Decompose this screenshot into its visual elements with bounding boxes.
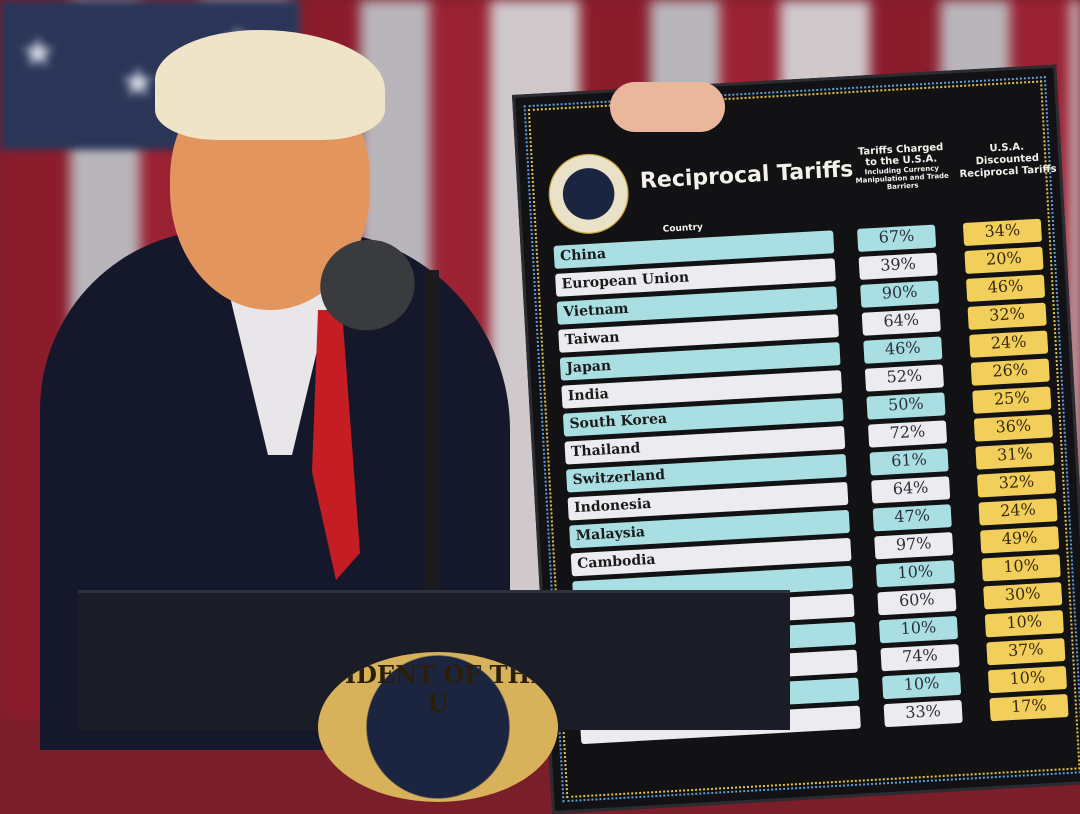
reciprocal-cell: 26% [970, 358, 1050, 386]
charged-cell: 97% [874, 532, 954, 560]
charged-cell: 64% [871, 476, 951, 504]
hand [610, 82, 725, 132]
reciprocal-cell: 32% [976, 470, 1057, 498]
star-icon: ★ [20, 30, 56, 76]
reciprocal-cell: 24% [978, 498, 1058, 526]
charged-cell: 10% [875, 560, 955, 588]
reciprocal-cell: 25% [972, 386, 1052, 414]
charged-cell: 33% [883, 699, 963, 728]
charged-cell: 39% [858, 252, 938, 280]
reciprocal-cell: 10% [984, 610, 1064, 638]
star-icon: ★ [120, 60, 156, 106]
charged-cell: 90% [860, 280, 940, 308]
charged-cell: 74% [880, 643, 960, 672]
reciprocal-cell: 10% [981, 554, 1061, 582]
person-hair [155, 30, 385, 140]
charged-cell: 61% [869, 448, 949, 476]
reciprocal-cell: 46% [965, 274, 1046, 302]
reciprocal-cell: 34% [962, 218, 1043, 246]
reciprocal-cell: 30% [983, 582, 1063, 610]
reciprocal-cell: 31% [975, 442, 1055, 470]
charged-cell: 52% [864, 364, 944, 392]
podium-seal: SIDENT OF THE U [318, 652, 558, 802]
charged-cell: 50% [866, 392, 946, 420]
charged-cell: 67% [857, 224, 937, 252]
reciprocal-cell: 49% [980, 526, 1060, 554]
charged-header: Tariffs Charged to the U.S.A. Including C… [855, 142, 950, 192]
microphone-stand [425, 270, 439, 590]
reciprocal-header: U.S.A. Discounted Reciprocal Tariffs [959, 141, 1057, 181]
reciprocal-cell: 20% [964, 246, 1044, 274]
reciprocal-cell: 10% [987, 665, 1068, 694]
charged-cell: 60% [877, 588, 957, 616]
charged-cell: 47% [872, 504, 952, 532]
charged-cell: 46% [863, 336, 943, 364]
reciprocal-cell: 17% [989, 693, 1069, 722]
charged-cell: 10% [878, 615, 959, 644]
charged-cell: 64% [861, 308, 941, 336]
reciprocal-cell: 36% [973, 414, 1053, 442]
charged-cell: 10% [882, 671, 962, 700]
reciprocal-cell: 24% [969, 330, 1049, 358]
reciprocal-cell: 32% [967, 302, 1047, 330]
charged-cell: 72% [867, 420, 948, 448]
reciprocal-cell: 37% [986, 638, 1066, 666]
